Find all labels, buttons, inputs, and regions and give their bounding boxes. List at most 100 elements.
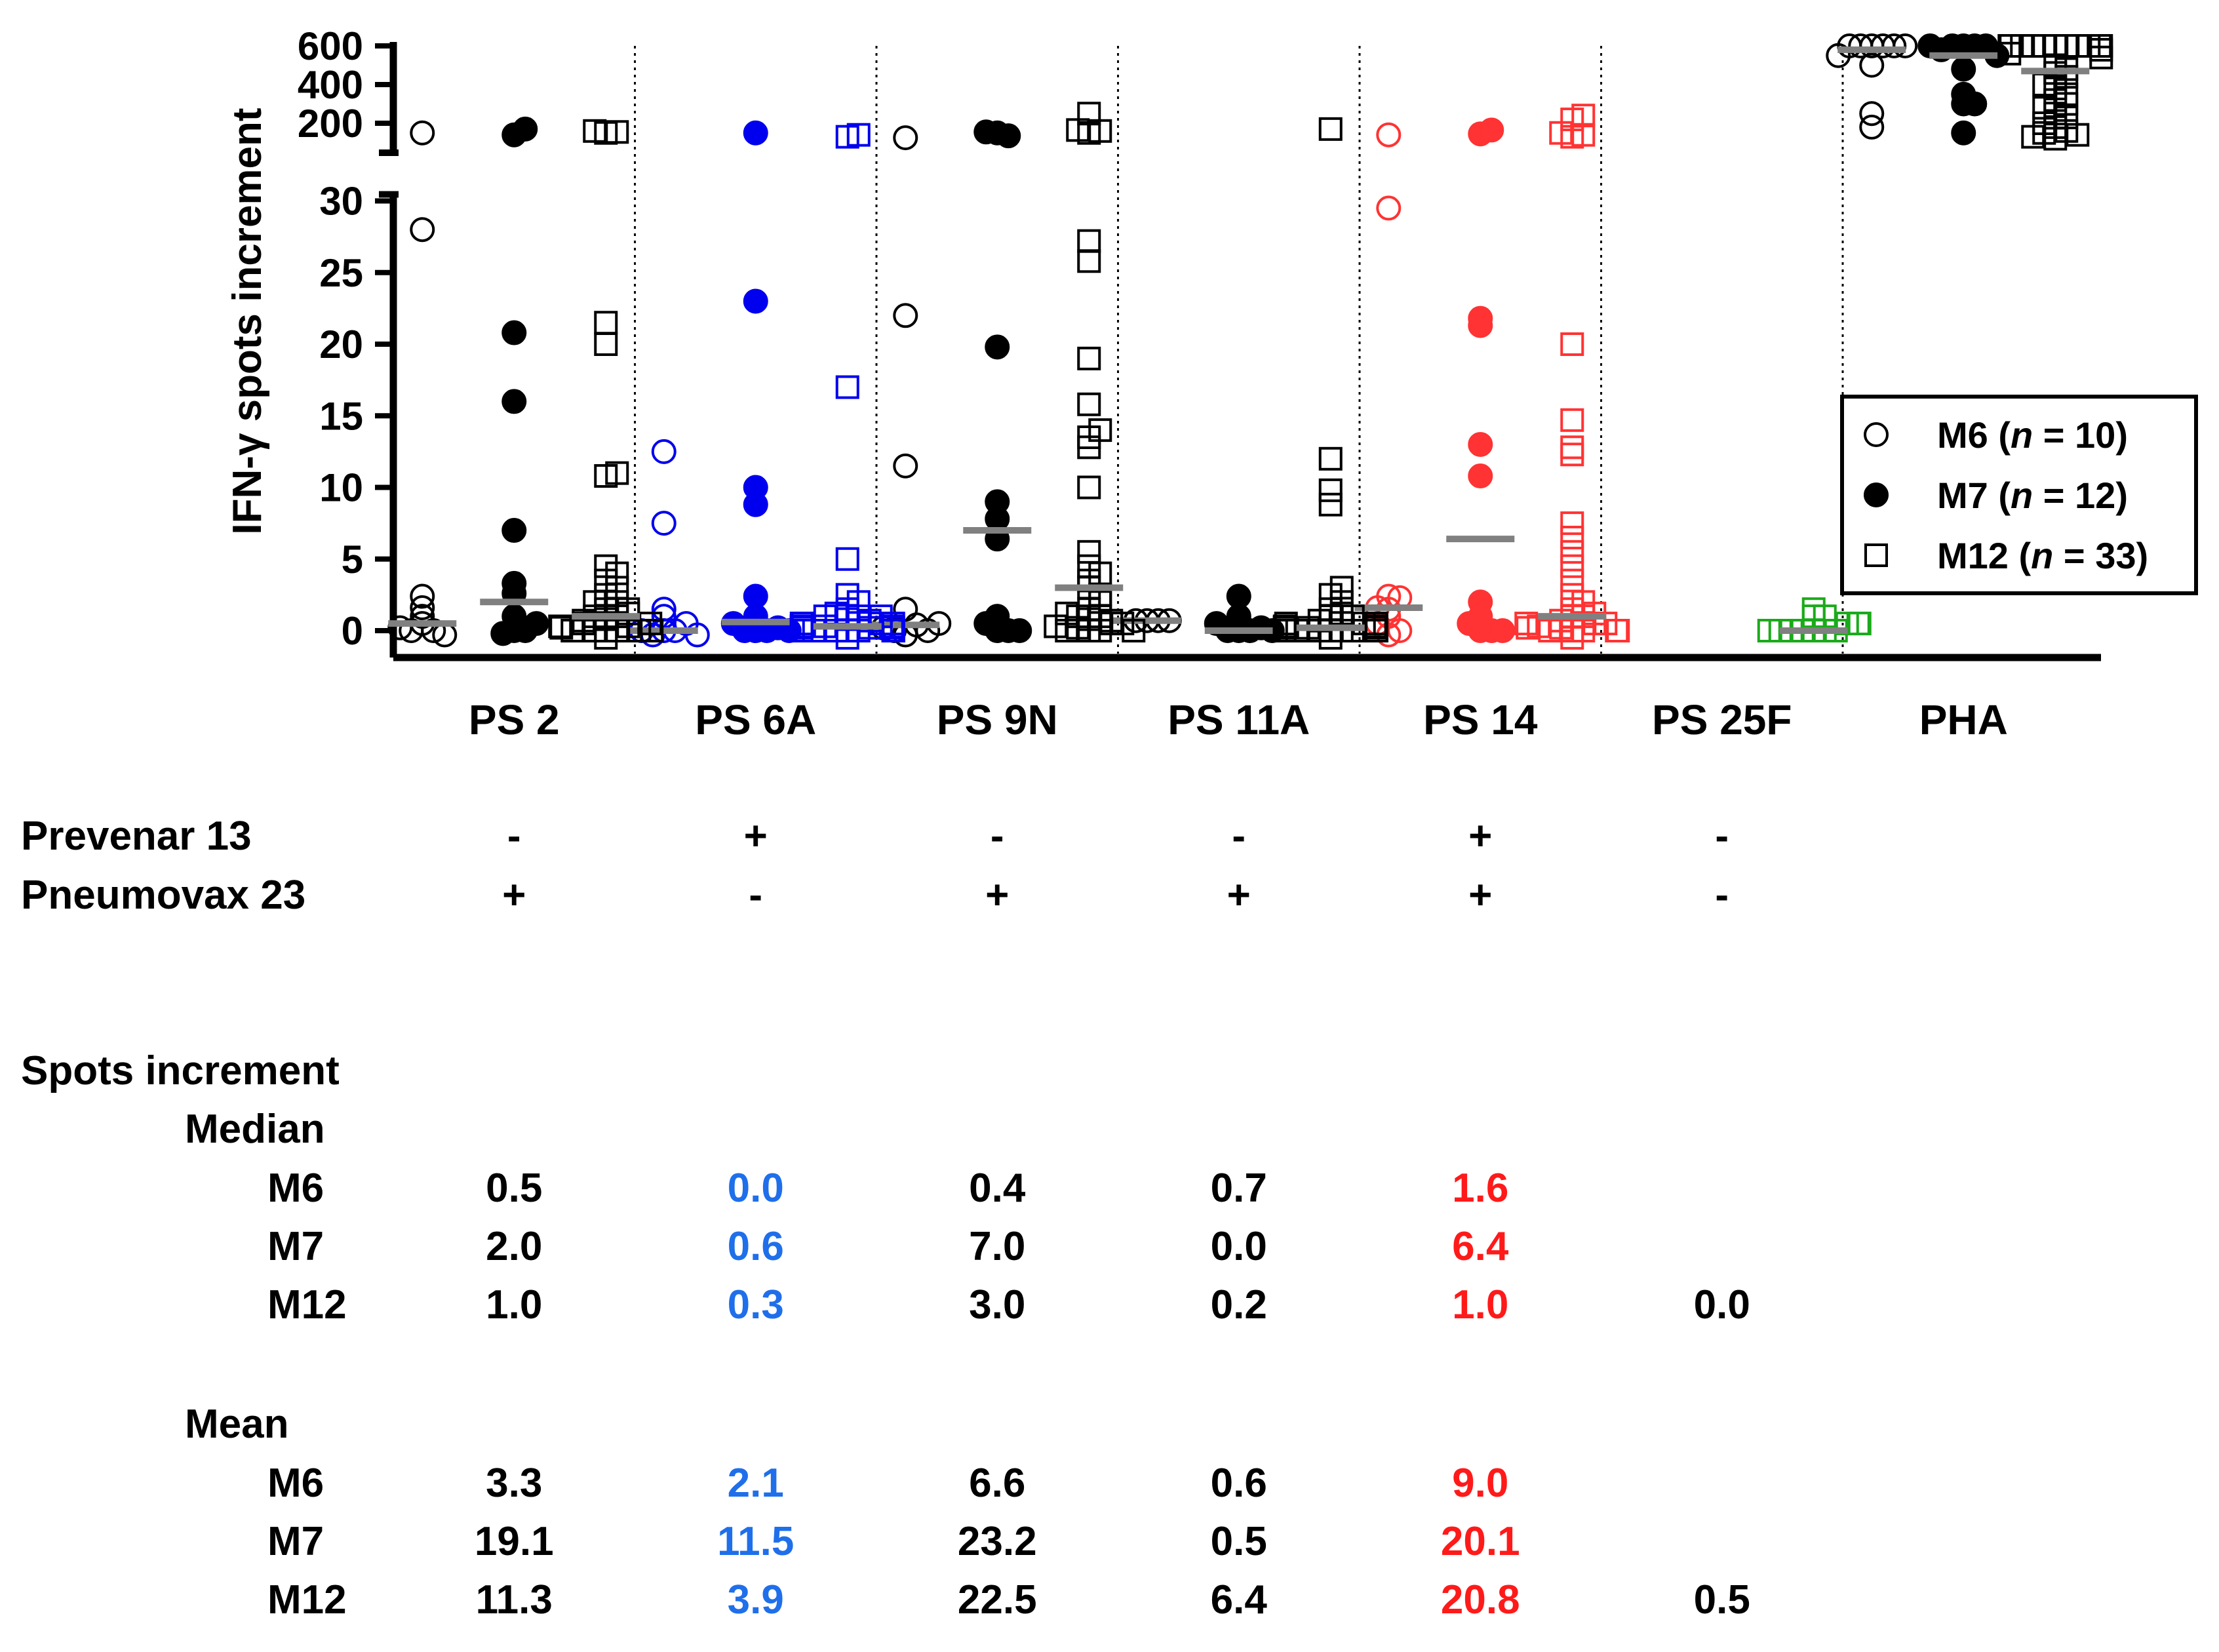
data-point: [743, 288, 768, 314]
data-point: [1318, 492, 1343, 517]
mean-value: 20.8: [1440, 1577, 1520, 1622]
data-point: [1307, 608, 1331, 633]
data-point: [594, 332, 618, 356]
data-point: [594, 554, 618, 578]
mean-value: 19.1: [474, 1519, 554, 1564]
summary-row-label: M6: [267, 1461, 324, 1506]
mean-value: 20.1: [1440, 1519, 1520, 1564]
data-point: [1226, 583, 1251, 609]
summary-row-label: M7: [267, 1224, 324, 1269]
data-point: [1893, 33, 1918, 58]
median-value: 0.0: [727, 1166, 784, 1211]
mean-value: 9.0: [1452, 1461, 1509, 1506]
median-value: 0.3: [727, 1282, 784, 1328]
data-point: [1077, 102, 1101, 126]
median-value: 0.6: [727, 1224, 784, 1269]
vaccine-sign: -: [1715, 873, 1729, 918]
data-point: [1560, 525, 1584, 549]
data-point: [893, 597, 918, 622]
data-point: [1881, 33, 1907, 58]
data-point: [1560, 540, 1584, 564]
vaccine-row-label: Prevenar 13: [21, 814, 252, 859]
median-value: 1.0: [486, 1282, 543, 1328]
data-point: [1376, 122, 1402, 148]
median-value: 0.7: [1210, 1166, 1267, 1211]
vaccine-sign: +: [743, 814, 768, 859]
data-point: [789, 614, 814, 639]
data-point: [1077, 475, 1101, 500]
data-point: [1549, 608, 1573, 633]
data-point: [651, 511, 677, 536]
data-point: [985, 334, 1010, 360]
data-point: [1088, 583, 1112, 607]
data-point: [1560, 435, 1584, 460]
y-tick-label: 5: [342, 538, 363, 581]
data-point: [996, 123, 1021, 149]
mean-value: 0.5: [1693, 1577, 1750, 1622]
data-point: [684, 622, 710, 648]
y-axis-label: IFN-γ spots increment: [225, 108, 270, 534]
data-point: [605, 461, 629, 485]
y-tick-label: 600: [298, 24, 363, 68]
data-point: [594, 311, 618, 335]
data-point: [651, 439, 677, 464]
data-point: [1364, 619, 1388, 642]
data-point: [1490, 618, 1516, 643]
data-point: [1077, 554, 1101, 578]
data-point: [1088, 418, 1112, 442]
legend-label: M7 (n = 12): [1937, 475, 2128, 516]
data-point: [410, 595, 435, 621]
data-point: [548, 614, 572, 639]
data-point: [835, 375, 859, 399]
data-point: [985, 489, 1010, 515]
data-point: [1560, 511, 1584, 536]
data-point: [572, 608, 596, 633]
data-point: [410, 217, 435, 243]
data-point: [1468, 305, 1493, 331]
median-value: 3.0: [969, 1282, 1026, 1328]
vaccine-sign: -: [749, 873, 763, 918]
data-point: [1077, 229, 1101, 253]
vaccine-row-label: Pneumovax 23: [21, 873, 306, 918]
vaccine-sign: +: [502, 873, 526, 918]
vaccine-sign: +: [1468, 873, 1493, 918]
data-point: [1606, 619, 1630, 642]
summary-title: Spots increment: [21, 1048, 340, 1093]
data-point: [1514, 612, 1539, 636]
data-point: [1077, 540, 1101, 564]
mean-value: 3.9: [727, 1577, 784, 1622]
median-value: 0.0: [1693, 1282, 1750, 1328]
data-point: [513, 116, 538, 142]
data-point: [973, 119, 999, 145]
data-point: [743, 583, 768, 609]
mean-value: 0.6: [1210, 1461, 1267, 1506]
summary-row-label: M12: [267, 1282, 347, 1328]
data-point: [583, 119, 607, 143]
mean-value: 22.5: [957, 1577, 1037, 1622]
data-point: [1468, 589, 1493, 615]
data-point: [1099, 608, 1124, 633]
y-tick-label: 20: [319, 323, 363, 366]
x-tick-label: PHA: [1919, 696, 2008, 743]
data-point: [1951, 56, 1976, 82]
mean-value: 0.5: [1210, 1519, 1267, 1564]
data-point: [743, 475, 768, 500]
x-tick-label: PS 25F: [1652, 696, 1792, 743]
data-point: [651, 597, 677, 622]
data-point: [1560, 332, 1584, 356]
median-value: 2.0: [486, 1224, 543, 1269]
legend-marker: [1864, 482, 1889, 507]
data-point: [640, 619, 664, 642]
data-point: [1847, 612, 1872, 636]
data-point: [1318, 117, 1343, 141]
data-point: [1318, 446, 1343, 471]
y-tick-label: 200: [298, 102, 363, 146]
data-point: [387, 615, 413, 640]
data-point: [1560, 442, 1584, 467]
summary-row-label: M7: [267, 1519, 324, 1564]
data-point: [1848, 33, 1874, 58]
y-tick-label: 400: [298, 63, 363, 107]
data-point: [501, 389, 527, 414]
mean-value: 11.5: [717, 1519, 795, 1564]
data-point: [1571, 104, 1596, 128]
